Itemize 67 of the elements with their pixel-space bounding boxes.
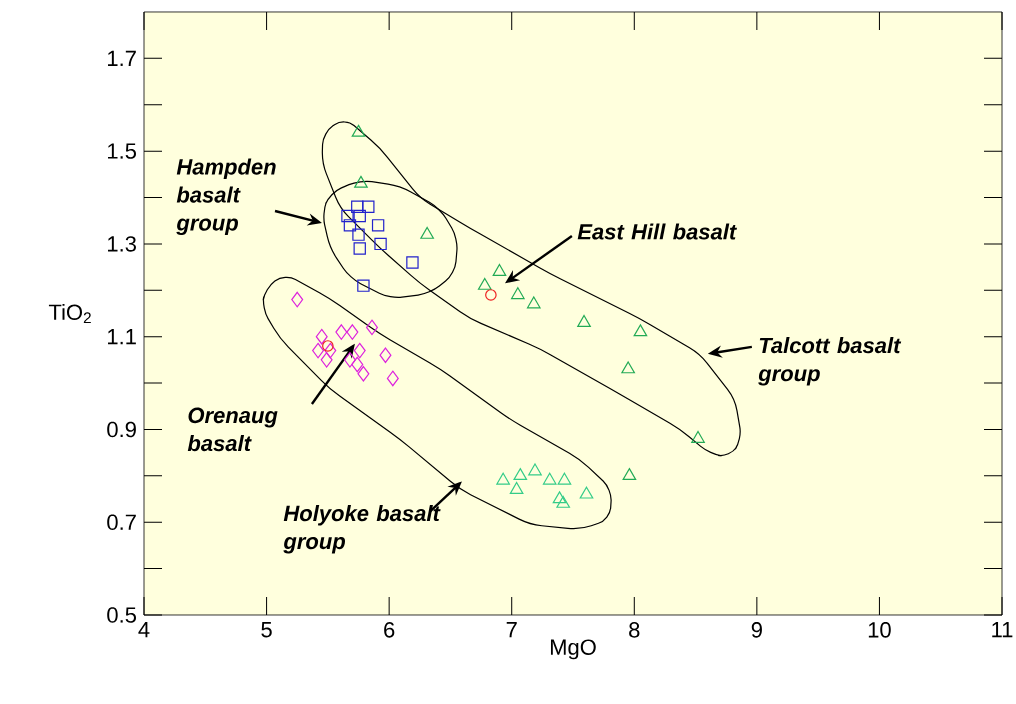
y-tick-label: 0.9 [107, 421, 136, 438]
point [386, 370, 399, 387]
point [557, 472, 572, 485]
point [322, 340, 334, 352]
y-tick-label: 1.5 [108, 143, 136, 159]
point [577, 314, 591, 327]
point [343, 219, 357, 232]
point [513, 468, 528, 481]
point [633, 324, 648, 337]
point [312, 342, 325, 359]
point [691, 430, 705, 443]
annotation: Orenaug basalt [187, 407, 278, 452]
x-tick-label: 7 [506, 622, 517, 638]
point [357, 365, 370, 382]
point [556, 495, 571, 508]
annotation: Hampden basalt group [176, 158, 276, 235]
point [528, 463, 542, 476]
point [542, 472, 557, 485]
point [365, 319, 378, 336]
annotation: Talcott basalt group [758, 337, 902, 386]
x-tick-label: 8 [629, 622, 640, 638]
point [374, 237, 387, 251]
point [511, 287, 525, 300]
y-tick-label: 0.7 [107, 514, 136, 531]
y-axis-title: TiO$_{2}$ [48, 303, 91, 324]
point [315, 328, 328, 345]
point [552, 491, 567, 504]
y-tick-label: 0.5 [107, 607, 136, 623]
point [622, 468, 637, 481]
point [353, 242, 366, 255]
point [477, 277, 492, 290]
point [357, 279, 370, 292]
point [341, 209, 354, 223]
point [352, 228, 365, 241]
x-tick-label: 5 [261, 622, 272, 638]
point [351, 200, 364, 213]
y-tick-label: 1.3 [108, 236, 136, 252]
point [379, 347, 392, 364]
point [353, 342, 366, 359]
annotation: East Hill basalt [577, 223, 737, 240]
point [335, 324, 348, 340]
x-tick-label: 9 [751, 622, 762, 638]
y-tick-label: 1.7 [108, 50, 136, 66]
point [579, 486, 594, 499]
point [371, 219, 385, 232]
x-tick-label: 4 [138, 622, 150, 638]
point [324, 342, 337, 359]
point [485, 289, 497, 301]
point [509, 481, 524, 494]
point [621, 361, 635, 374]
annotation: Holyoke basalt group [283, 505, 441, 554]
point [496, 472, 510, 485]
point [351, 356, 364, 373]
point [492, 263, 507, 276]
y-tick-label: 1.1 [108, 329, 136, 345]
point [406, 256, 419, 269]
x-tick-label: 11 [992, 622, 1013, 638]
x-tick-label: 10 [868, 622, 891, 638]
x-axis-title: MgO [550, 639, 596, 660]
x-tick-label: 6 [384, 622, 395, 638]
point [291, 291, 304, 308]
point [362, 200, 375, 213]
point [346, 324, 359, 340]
point [353, 209, 366, 223]
point [320, 352, 333, 368]
point [526, 296, 541, 309]
point [343, 352, 356, 368]
